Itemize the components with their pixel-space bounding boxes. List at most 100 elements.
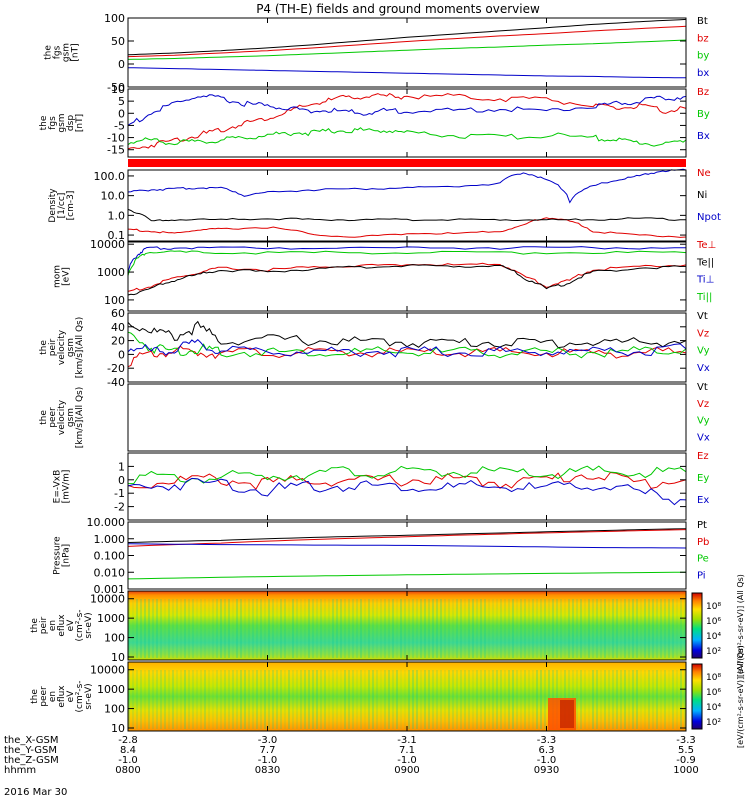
spectrogram-texture bbox=[664, 670, 666, 729]
spectrogram-texture bbox=[220, 670, 222, 729]
x-row-value: 7.7 bbox=[260, 745, 276, 756]
colorbar-tick-label: 10⁶ bbox=[706, 688, 721, 698]
x-row-value: 7.1 bbox=[399, 745, 415, 756]
legend-entry: By bbox=[697, 109, 710, 120]
x-row-value: -1.0 bbox=[118, 755, 138, 766]
spectrogram-texture bbox=[396, 670, 398, 729]
spectrogram-texture bbox=[680, 670, 682, 729]
spectrogram-texture bbox=[560, 599, 562, 658]
y-axis-label: the bbox=[30, 618, 40, 633]
spectrogram-texture bbox=[636, 670, 638, 729]
spectrogram-texture bbox=[452, 670, 454, 729]
y-axis-label: the bbox=[44, 45, 54, 60]
spectrogram-texture bbox=[532, 599, 534, 658]
spectrogram-texture bbox=[672, 599, 674, 658]
legend-entry: Te|| bbox=[696, 257, 714, 268]
spectrogram-texture bbox=[252, 599, 254, 658]
series-line-Vz bbox=[127, 345, 687, 368]
spectrogram-texture bbox=[204, 599, 206, 658]
spectrogram-texture bbox=[284, 599, 286, 658]
spectrogram-texture bbox=[264, 670, 266, 729]
spectrogram-texture bbox=[444, 599, 446, 658]
spectrogram-texture bbox=[520, 599, 522, 658]
y-tick-label: 100 bbox=[104, 632, 125, 645]
y-tick-label: 100 bbox=[104, 12, 125, 25]
legend-entry: Ex bbox=[697, 495, 709, 506]
spectrogram-texture bbox=[380, 670, 382, 729]
spectrogram-texture bbox=[324, 599, 326, 658]
spectrogram-texture bbox=[144, 670, 146, 729]
spectrogram-texture bbox=[212, 670, 214, 729]
spectrogram-texture bbox=[236, 599, 238, 658]
legend-entry: Vz bbox=[697, 328, 709, 339]
spectrogram-texture bbox=[376, 599, 378, 658]
spectrogram-texture bbox=[268, 670, 270, 729]
spectrogram-texture bbox=[684, 670, 686, 729]
y-tick-label: 10000 bbox=[90, 238, 125, 251]
spectrogram-texture bbox=[400, 670, 402, 729]
y-axis-label: peir bbox=[39, 616, 49, 634]
spectrogram-texture bbox=[588, 670, 590, 729]
spectrogram-texture bbox=[268, 599, 270, 658]
spectrogram-texture bbox=[240, 599, 242, 658]
spectrogram-texture bbox=[480, 599, 482, 658]
spectrogram-texture bbox=[416, 670, 418, 729]
spectrogram-texture bbox=[164, 599, 166, 658]
y-axis-label: gsm bbox=[66, 408, 76, 427]
x-row-value: 0830 bbox=[255, 765, 280, 776]
spectrogram-texture bbox=[572, 599, 574, 658]
y-tick-label: -50 bbox=[107, 81, 125, 94]
y-tick-label: 100 bbox=[104, 703, 125, 716]
spectrogram-texture bbox=[276, 599, 278, 658]
spectrogram-texture bbox=[144, 599, 146, 658]
spectrogram-texture bbox=[336, 599, 338, 658]
spectrogram-texture bbox=[132, 670, 134, 729]
spectrogram-texture bbox=[472, 599, 474, 658]
y-axis-label: gsm bbox=[66, 338, 76, 357]
y-tick-label: 1000 bbox=[97, 612, 125, 625]
spectrogram-texture bbox=[228, 670, 230, 729]
spectrogram-texture bbox=[532, 670, 534, 729]
spectrogram-texture bbox=[680, 599, 682, 658]
spectrogram-texture bbox=[656, 670, 658, 729]
panel-9: 10⁸ 10⁶ 10⁴ 10² [eV/(cm²-s-sr-eV)] (All Qs) 1… bbox=[30, 574, 745, 677]
spectrogram-texture bbox=[196, 599, 198, 658]
y-tick-label: 0.100 bbox=[94, 550, 126, 563]
spectrogram-texture bbox=[280, 670, 282, 729]
spectrogram-texture bbox=[332, 670, 334, 729]
spectrogram-texture bbox=[364, 599, 366, 658]
y-axis-label: [nT] bbox=[71, 43, 81, 61]
y-axis-label: fgs bbox=[48, 116, 58, 130]
y-axis-label: eV bbox=[66, 619, 76, 632]
y-axis-label: velocity bbox=[57, 399, 67, 435]
spectrogram-texture bbox=[652, 670, 654, 729]
legend-entry: Vz bbox=[697, 399, 709, 410]
spectrogram-texture bbox=[164, 670, 166, 729]
spectrogram-texture bbox=[260, 599, 262, 658]
spectrogram-texture bbox=[592, 670, 594, 729]
x-row-value: 0930 bbox=[534, 765, 559, 776]
spectrogram-texture bbox=[372, 670, 374, 729]
y-axis-label: fgs bbox=[53, 45, 63, 59]
spectrogram-texture bbox=[540, 670, 542, 729]
spectrogram-texture bbox=[604, 670, 606, 729]
x-row-value: 0900 bbox=[394, 765, 419, 776]
spectrogram-texture bbox=[440, 670, 442, 729]
series-line-Bx bbox=[127, 94, 687, 126]
legend-entry: Pi bbox=[697, 570, 706, 581]
y-axis-label: (cm²-s- bbox=[75, 680, 85, 712]
spectrogram-texture bbox=[408, 670, 410, 729]
spectrogram-texture bbox=[244, 599, 246, 658]
spectrogram-texture bbox=[656, 599, 658, 658]
legend-entry: Vy bbox=[697, 346, 710, 357]
spectrogram-texture bbox=[328, 670, 330, 729]
spectrogram-texture bbox=[492, 599, 494, 658]
spectrogram-texture bbox=[312, 599, 314, 658]
spectrogram-texture bbox=[212, 599, 214, 658]
y-axis-label: the bbox=[30, 689, 40, 704]
legend-entry: Vt bbox=[697, 311, 708, 322]
spectrogram-texture bbox=[320, 599, 322, 658]
y-tick-label: -10 bbox=[107, 132, 125, 145]
series-line-Bz bbox=[127, 93, 687, 150]
